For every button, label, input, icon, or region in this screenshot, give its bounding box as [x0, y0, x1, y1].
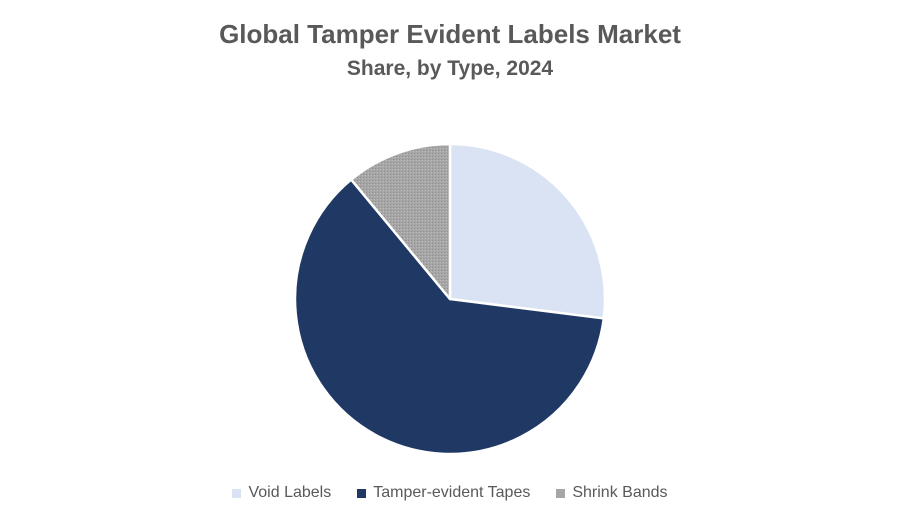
legend-item-shrink-bands: Shrink Bands — [556, 484, 668, 502]
pie-slice-shrink-bands — [349, 142, 452, 301]
chart-legend: Void Labels Tamper-evident Tapes Shrink Ba… — [0, 484, 900, 502]
legend-item-tamper-evident-tapes: Tamper-evident Tapes — [357, 484, 530, 502]
chart-subtitle: Share, by Type, 2024 — [346, 57, 554, 80]
legend-item-void-labels: Void Labels — [232, 484, 331, 502]
pie-slices — [293, 142, 607, 456]
pie-slice-void-labels — [448, 142, 607, 320]
legend-label: Void Labels — [248, 484, 332, 501]
legend-swatch-void-labels — [232, 488, 242, 498]
chart-title: Global Tamper Evident Labels Market — [219, 19, 681, 49]
legend-label: Shrink Bands — [572, 484, 668, 501]
legend-label: Tamper-evident Tapes — [373, 484, 531, 501]
pie-slice-tamper-evident-tapes — [293, 178, 606, 456]
legend-swatch-shrink-bands — [556, 488, 566, 498]
legend-swatch-tamper-evident-tapes — [357, 488, 367, 498]
